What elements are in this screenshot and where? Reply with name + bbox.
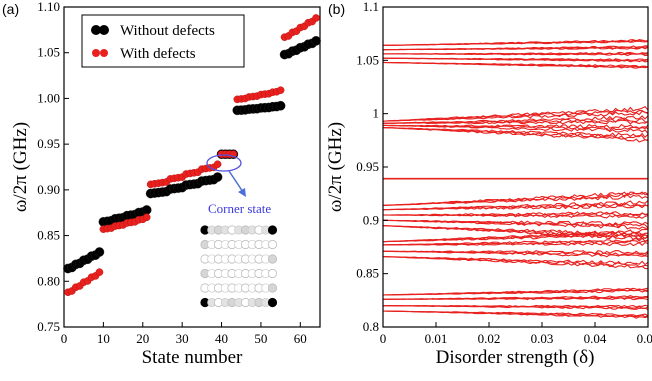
x-tick-label: 20 xyxy=(136,331,149,346)
eigenfrequency-trace xyxy=(382,126,649,139)
data-point xyxy=(213,160,222,169)
eigenfrequency-trace xyxy=(382,39,649,46)
eigenfrequency-trace xyxy=(382,250,649,255)
legend-marker-without xyxy=(99,25,109,35)
eigenfrequency-trace xyxy=(382,57,649,62)
x-tick-label: 0.04 xyxy=(584,331,607,346)
panel-a-ticks: 0 10 20 30 40 50 60 0.75 0.80 0.85 0.90 0.95 1.00 1.0… xyxy=(37,0,307,346)
data-point xyxy=(94,247,105,257)
y-tick-label: 1.05 xyxy=(356,52,379,67)
x-tick-label: 50 xyxy=(254,331,267,346)
panel-a-ylabel: ω/2π (GHz) xyxy=(10,122,31,212)
x-tick-label: 0.05 xyxy=(637,331,652,346)
corner-state-arrow xyxy=(228,170,244,193)
corner-state-highlight: Corner state xyxy=(206,154,271,216)
legend-box xyxy=(81,14,245,68)
y-tick-label: 0.90 xyxy=(37,182,60,197)
eigenfrequency-trace xyxy=(382,310,649,317)
lattice-corner-site xyxy=(267,297,278,308)
eigenfrequency-trace xyxy=(382,237,649,246)
x-tick-label: 0.01 xyxy=(425,331,448,346)
eigenfrequency-trace xyxy=(382,219,649,226)
arrow-head-icon xyxy=(238,188,246,197)
panel-a-legend: Without defects With defects xyxy=(81,14,245,68)
eigenfrequency-trace xyxy=(382,105,649,122)
panel-a-plot-frame xyxy=(63,6,321,328)
panel-a-label: (a) xyxy=(2,1,19,17)
panel-b-xlabel: Disorder strength (δ) xyxy=(436,347,595,368)
y-tick-label: 0.8 xyxy=(363,319,379,334)
y-tick-label: 0.75 xyxy=(37,319,60,334)
y-tick-label: 0.95 xyxy=(37,136,60,151)
panel-a-points xyxy=(63,14,321,297)
panel-b-ylabel: ω/2π (GHz) xyxy=(325,122,346,212)
y-tick-label: 1.1 xyxy=(363,0,379,14)
y-tick-label: 0.85 xyxy=(356,266,379,281)
y-tick-label: 1.00 xyxy=(37,90,60,105)
eigenfrequency-trace xyxy=(382,123,649,130)
y-tick-label: 0.9 xyxy=(363,212,379,227)
x-tick-label: 0 xyxy=(61,331,68,346)
legend-label-without: Without defects xyxy=(120,23,215,39)
y-tick-label: 1.10 xyxy=(37,0,60,14)
y-tick-label: 1 xyxy=(373,106,380,121)
y-tick-label: 0.80 xyxy=(37,273,60,288)
eigenfrequency-trace xyxy=(382,51,649,55)
eigenfrequency-trace xyxy=(382,304,649,308)
x-tick-label: 30 xyxy=(176,331,189,346)
corner-state-ellipse xyxy=(206,154,242,172)
eigenfrequency-trace xyxy=(382,256,649,266)
panel-a-xlabel: State number xyxy=(142,347,243,368)
data-point xyxy=(212,172,223,182)
x-tick-label: 40 xyxy=(215,331,228,346)
data-point xyxy=(95,268,104,276)
eigenfrequency-trace xyxy=(382,295,649,300)
eigenfrequency-trace xyxy=(382,211,649,216)
eigenfrequency-trace xyxy=(382,256,648,270)
data-point xyxy=(276,86,285,94)
y-tick-label: 0.85 xyxy=(37,228,60,243)
eigenfrequency-trace xyxy=(382,109,649,122)
eigenfrequency-trace xyxy=(382,119,649,125)
data-point xyxy=(141,205,152,215)
data-point xyxy=(312,14,320,22)
panel-b: (b) 0 0.01 0.02 0.03 0.04 0.05 0.8 0.85 0.9 0.95 1… xyxy=(325,0,652,368)
legend-label-with: With defects xyxy=(120,46,196,62)
eigenfrequency-trace xyxy=(382,115,649,124)
x-tick-label: 0.03 xyxy=(531,331,554,346)
x-tick-label: 10 xyxy=(97,331,110,346)
eigenfrequency-trace xyxy=(382,126,649,141)
lattice-corner-site xyxy=(267,225,278,235)
x-tick-label: 0.02 xyxy=(478,331,501,346)
lattice-bulk-site xyxy=(267,239,278,250)
x-tick-label: 0 xyxy=(380,331,387,346)
eigenfrequency-trace xyxy=(382,287,649,296)
data-point xyxy=(142,213,151,222)
eigenfrequency-trace xyxy=(382,45,649,51)
lattice-edge-site xyxy=(267,254,278,264)
y-tick-label: 0.95 xyxy=(356,159,379,174)
lattice-bulk-site xyxy=(267,268,278,279)
panel-b-label: (b) xyxy=(328,1,345,17)
corner-state-label: Corner state xyxy=(208,201,271,216)
legend-marker-without xyxy=(91,25,101,35)
y-tick-label: 1.05 xyxy=(37,45,60,60)
eigenfrequency-trace xyxy=(382,61,649,68)
eigenfrequency-trace xyxy=(382,228,649,243)
data-point xyxy=(311,36,321,46)
lattice-inset xyxy=(200,225,278,308)
lattice-edge-site xyxy=(267,283,278,293)
panel-b-ticks: 0 0.01 0.02 0.03 0.04 0.05 0.8 0.85 0.9 0.95 1 1.05… xyxy=(356,0,652,346)
eigenfrequency-trace xyxy=(382,200,649,211)
legend-marker-with xyxy=(100,49,108,57)
data-point xyxy=(275,100,286,111)
x-tick-label: 60 xyxy=(294,331,307,346)
panel-b-lines xyxy=(382,39,649,319)
eigenfrequency-trace xyxy=(382,225,649,238)
eigenfrequency-trace xyxy=(382,191,649,206)
panel-a: (a) 0 10 20 30 40 50 60 0.75 0.80 0.85 0.90 0.95 1.0… xyxy=(2,0,321,368)
legend-marker-with xyxy=(92,49,100,57)
